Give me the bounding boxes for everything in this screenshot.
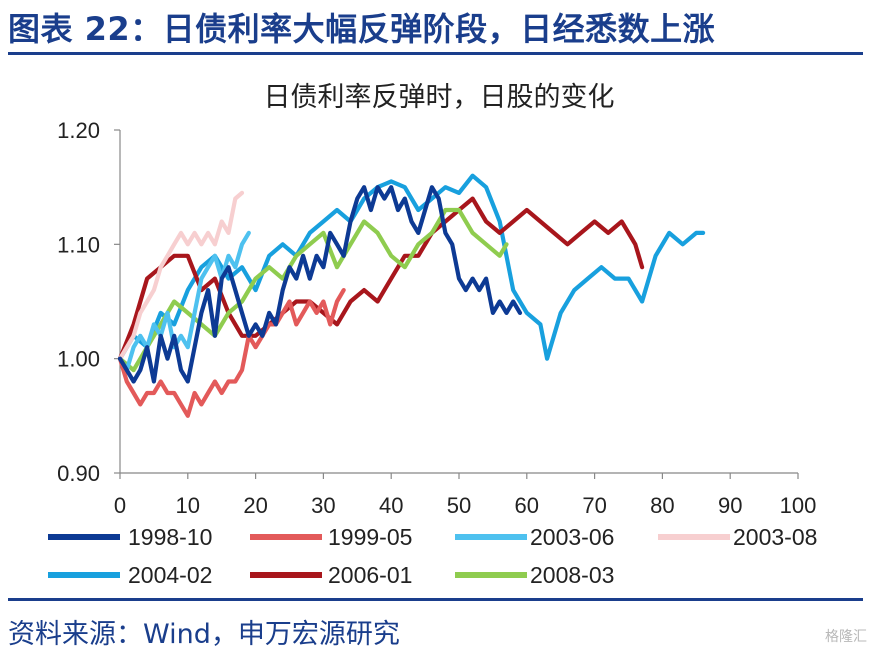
x-tick-label: 30	[311, 493, 335, 518]
series-line-1998-10	[117, 185, 523, 384]
x-tick-label: 10	[176, 493, 200, 518]
series-line-1999-05	[117, 288, 346, 418]
x-tick-label: 100	[780, 493, 817, 518]
series-line-2006-01	[117, 196, 645, 361]
x-tick-label: 50	[447, 493, 471, 518]
series-line-2003-06	[117, 230, 251, 373]
legend-label: 2006-01	[328, 562, 412, 588]
source-note: 资料来源：Wind，申万宏源研究	[8, 619, 400, 650]
x-tick-label: 20	[243, 493, 267, 518]
x-tick-label: 80	[650, 493, 674, 518]
figure-title: 图表 22：日债利率大幅反弹阶段，日经悉数上涨	[8, 10, 716, 48]
x-tick-label: 40	[379, 493, 403, 518]
legend-label: 2008-03	[530, 562, 614, 588]
legend-label: 2004-02	[128, 562, 212, 588]
series-line-2004-02	[117, 173, 706, 361]
y-tick-label: 1.00	[57, 347, 100, 372]
watermark-logo: 格隆汇	[825, 629, 867, 645]
x-tick-label: 0	[114, 493, 126, 518]
legend-label: 1998-10	[128, 524, 212, 550]
title-rule	[8, 52, 863, 55]
series-line-2003-08	[117, 190, 245, 361]
x-tick-label: 70	[582, 493, 606, 518]
series-line-2008-03	[117, 207, 509, 373]
y-tick-label: 1.10	[57, 232, 100, 257]
x-tick-label: 90	[718, 493, 742, 518]
source-rule	[8, 598, 863, 601]
y-tick-label: 0.90	[57, 461, 100, 486]
chart-title: 日债利率反弹时，日股的变化	[264, 82, 615, 113]
legend-label: 1999-05	[328, 524, 412, 550]
legend-label: 2003-06	[530, 524, 614, 550]
y-tick-label: 1.20	[57, 118, 100, 143]
x-tick-label: 60	[515, 493, 539, 518]
legend-label: 2003-08	[733, 524, 817, 550]
